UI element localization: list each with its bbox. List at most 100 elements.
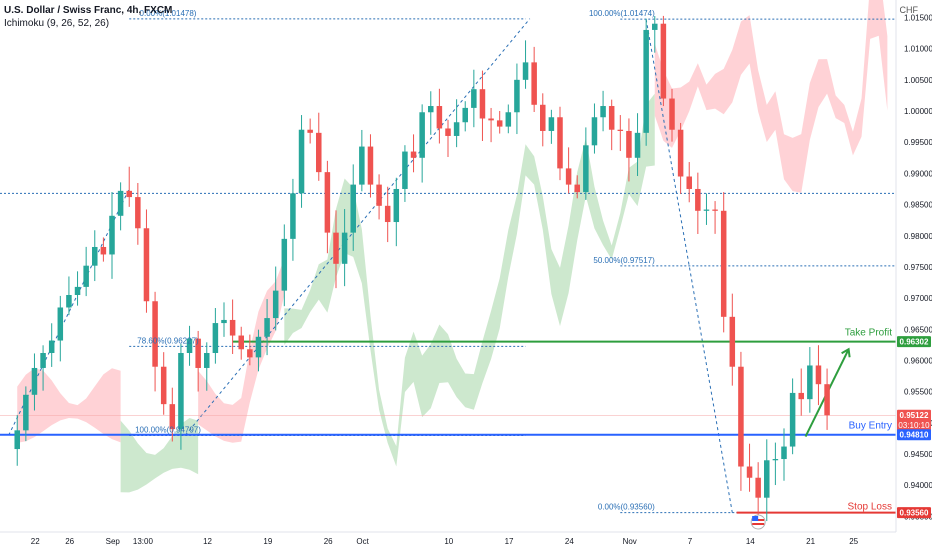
candle-body — [290, 193, 296, 239]
candle-body — [186, 338, 193, 354]
candle-body — [195, 338, 201, 368]
fib-right-label: 100.00%(1.01474) — [589, 9, 655, 18]
fib-left-label: 0.00%(1.01478) — [140, 9, 197, 18]
candle-body — [117, 190, 124, 216]
fib-left-label: 100.00%(0.94797) — [135, 426, 201, 435]
candle-body — [712, 209, 718, 211]
candle-body — [316, 132, 322, 173]
candle-body — [574, 184, 580, 193]
candle-body — [333, 232, 339, 264]
current-price-badge — [897, 409, 931, 432]
candle-body — [410, 151, 417, 158]
candle-body — [660, 23, 667, 99]
candle-body — [428, 106, 434, 113]
us-flag-icon — [752, 523, 765, 525]
x-tick-label: 14 — [746, 537, 755, 546]
candle-body — [720, 210, 727, 317]
x-tick-label: 24 — [565, 537, 574, 546]
candle-body — [66, 295, 72, 308]
candle-body — [772, 459, 779, 461]
currency-label: CHF — [899, 5, 919, 15]
candle-body — [746, 466, 753, 478]
candle-body — [152, 301, 158, 367]
y-tick-label: 0.95500 — [904, 388, 932, 397]
buy-entry-value: 0.94810 — [900, 431, 929, 440]
stop-loss-label: Stop Loss — [848, 502, 892, 513]
fib-right-label: 50.00%(0.97517) — [593, 256, 655, 265]
price-axis: 1.01500 1.01000 1.00500 1.00000 0.99500 0.990… — [895, 0, 932, 550]
candle-body — [738, 366, 744, 467]
x-tick-label: 26 — [65, 537, 74, 546]
candle-body — [307, 129, 313, 133]
candle-body — [341, 232, 348, 264]
candle-body — [384, 205, 391, 223]
y-tick-label: 1.01500 — [904, 13, 932, 22]
candle-body — [462, 107, 468, 123]
candle-body — [247, 349, 253, 358]
candle-body — [755, 477, 761, 498]
candle-body — [419, 112, 425, 158]
candle-body — [591, 117, 598, 146]
candle-body — [100, 246, 107, 255]
candle-body — [548, 117, 555, 131]
candle-body — [764, 460, 770, 498]
annotation-labels: 0.00%(1.01478) 78.60%(0.96227) 100.00%(0.9… — [135, 9, 892, 513]
candle-body — [281, 238, 288, 291]
candle-body — [798, 392, 804, 400]
candle-body — [496, 120, 503, 127]
annotation-lines — [0, 18, 896, 514]
candle-body — [522, 62, 529, 80]
cloud-segment-bull — [120, 418, 199, 493]
candle-body — [350, 184, 356, 233]
candle-body — [14, 430, 20, 450]
candle-body — [583, 145, 589, 193]
x-tick-label: 12 — [203, 537, 212, 546]
candle-body — [436, 106, 443, 129]
candle-body — [557, 117, 563, 169]
buy-entry-badge — [897, 429, 931, 441]
candle-body — [479, 89, 486, 119]
candle-body — [445, 128, 451, 136]
candle-body — [238, 335, 244, 350]
candle-body — [204, 353, 210, 368]
cloud-segment-bull — [284, 93, 655, 467]
y-tick-label: 0.96500 — [904, 325, 932, 334]
candle-body — [471, 89, 477, 108]
candle-body — [634, 132, 641, 158]
y-tick-label: 0.99500 — [904, 138, 932, 147]
candle-body — [617, 129, 624, 131]
candle-body — [109, 215, 115, 255]
x-tick-label: 17 — [505, 537, 514, 546]
x-tick-label: 19 — [263, 537, 272, 546]
candle-body — [264, 318, 270, 337]
candle-body — [359, 146, 365, 185]
x-tick-label: Oct — [356, 537, 369, 546]
x-tick-label: 26 — [324, 537, 333, 546]
take-profit-label: Take Profit — [845, 328, 892, 339]
x-tick-label: 22 — [31, 537, 40, 546]
arrow-head-icon — [841, 347, 851, 358]
candle-body — [626, 130, 632, 158]
candle-body — [126, 190, 132, 198]
x-tick-label: 25 — [849, 537, 858, 546]
candle-body — [169, 404, 176, 430]
y-tick-label: 0.98500 — [904, 201, 932, 210]
buy-entry-label: Buy Entry — [849, 421, 892, 432]
y-tick-label: 0.94500 — [904, 450, 932, 459]
candle-body — [324, 172, 331, 233]
candle-body — [48, 340, 55, 354]
fib-trend-line — [184, 18, 531, 436]
y-tick-label: 0.98000 — [904, 232, 932, 241]
y-tick-label: 1.00500 — [904, 76, 932, 85]
candle-body — [367, 146, 374, 185]
x-tick-label: Nov — [623, 537, 637, 546]
candle-body — [221, 319, 227, 324]
candle-body — [807, 365, 813, 400]
x-tick-label: Sep — [106, 537, 121, 546]
candle-body — [92, 246, 98, 266]
candle-body — [505, 112, 512, 127]
candle-body — [57, 307, 64, 341]
candle-body — [540, 104, 546, 131]
